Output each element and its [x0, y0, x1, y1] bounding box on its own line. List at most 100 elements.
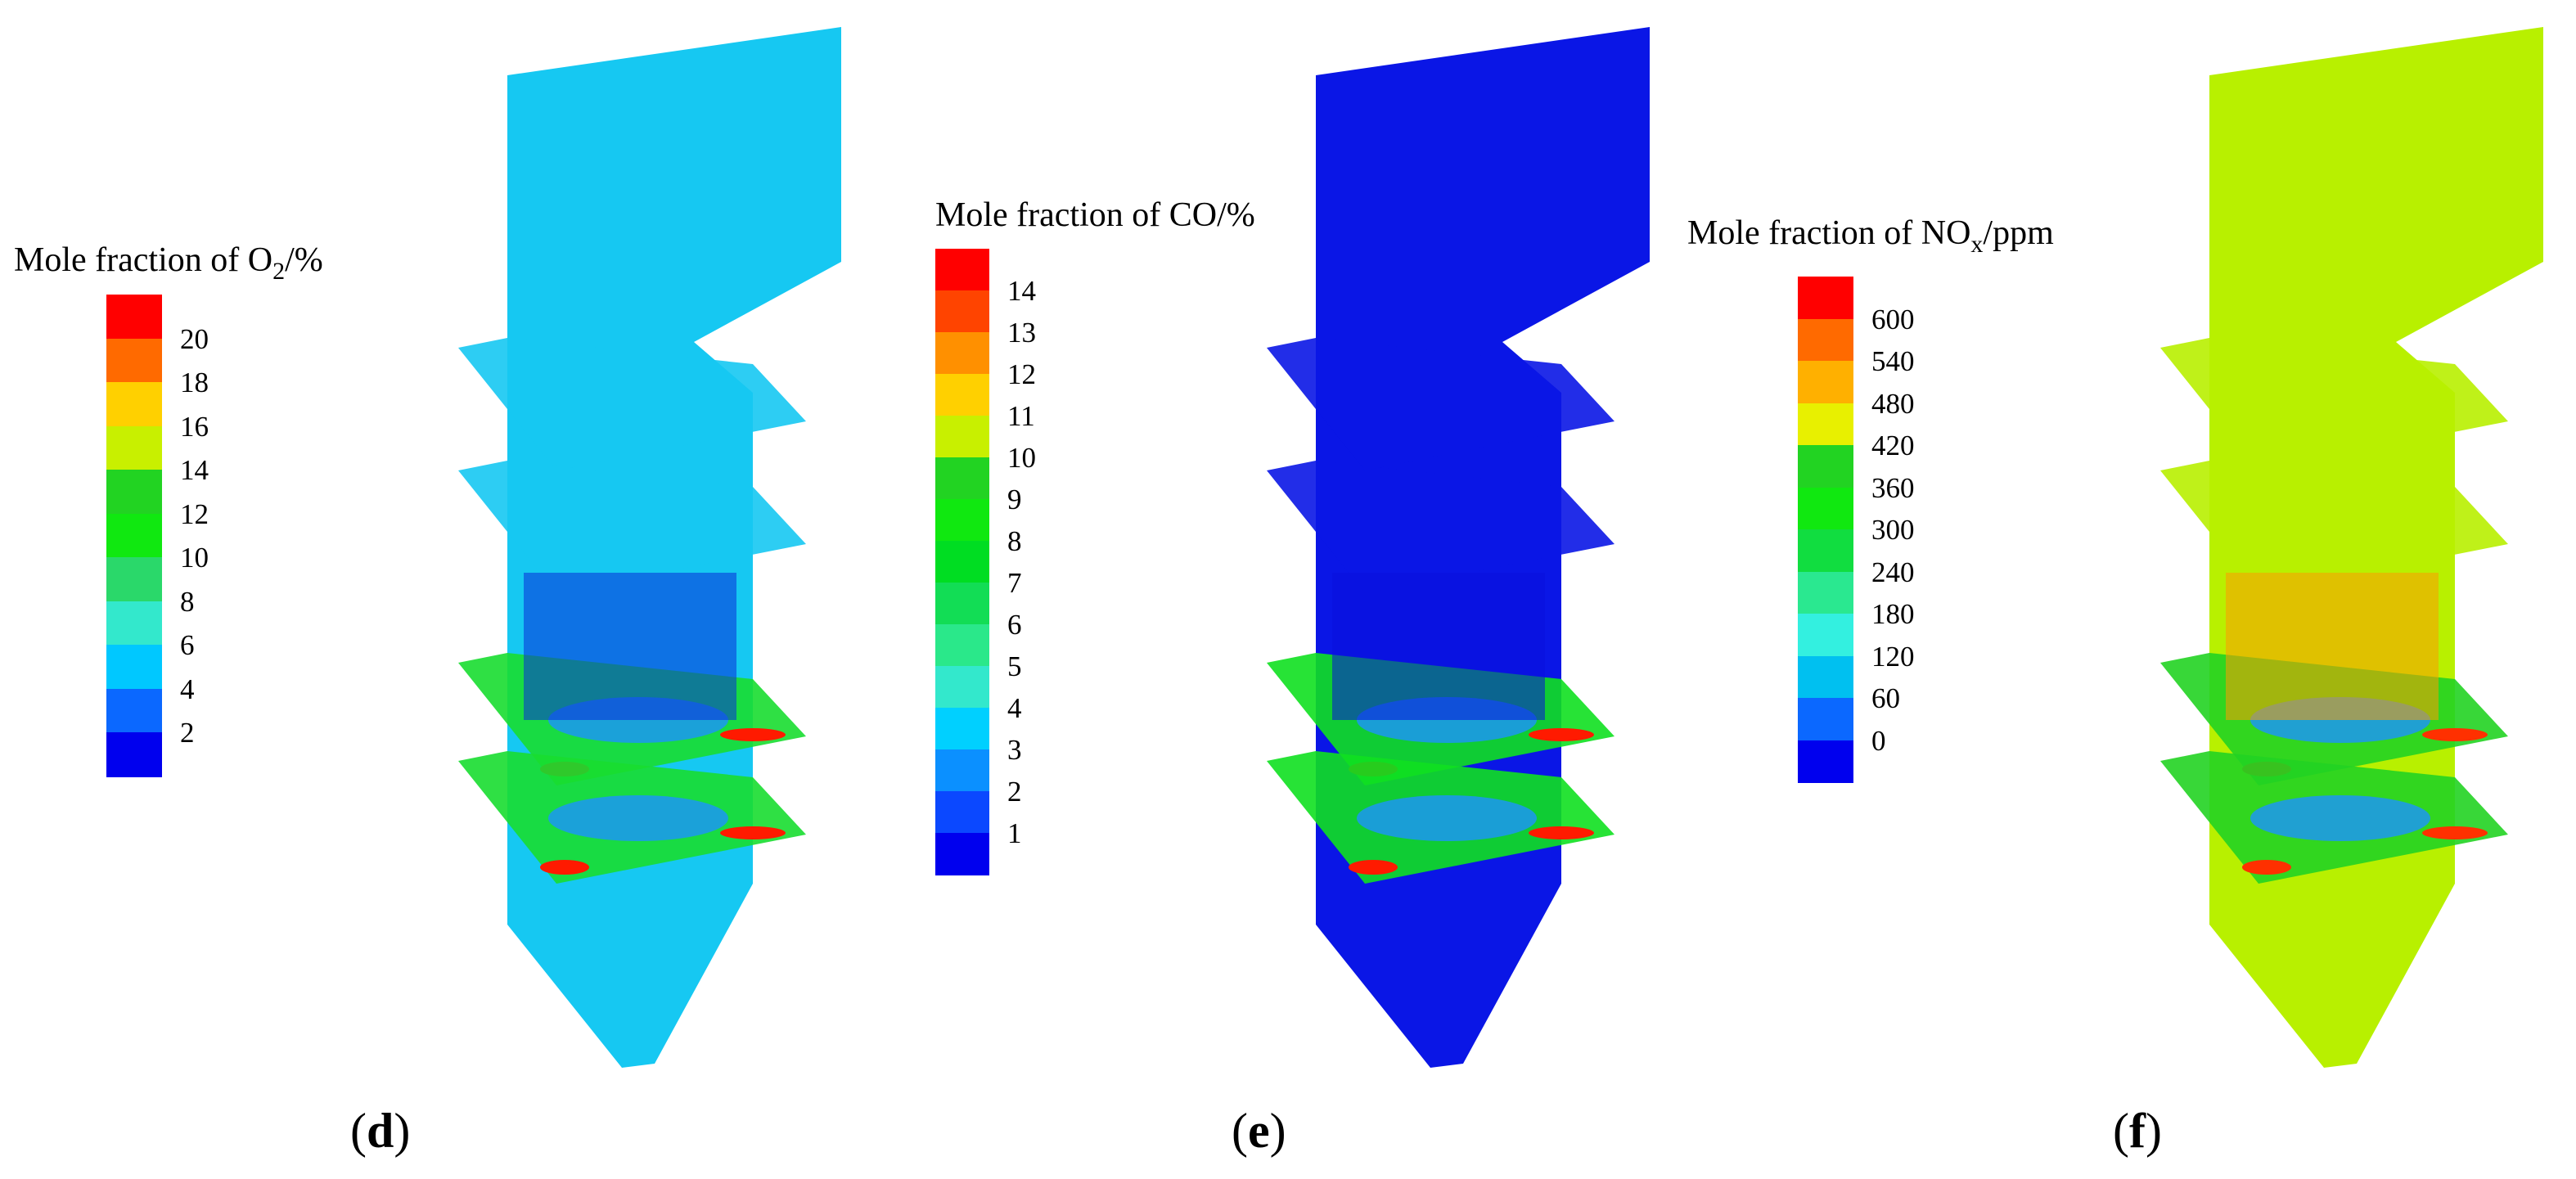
colorbar-tick-label: 6 — [1007, 609, 1022, 641]
hot-spot — [720, 728, 786, 741]
colorbar-swatch — [935, 708, 989, 750]
burner-layer-plane — [1267, 338, 1615, 470]
colorbar-swatch — [1798, 571, 1853, 614]
colorbar-tick-label: 180 — [1871, 598, 1915, 630]
burner-layer-plane — [458, 461, 806, 593]
colorbar-tick-label: 1 — [1007, 817, 1022, 849]
colorbar-tick-label: 5 — [1007, 650, 1022, 682]
legend-title-d: Mole fraction of O2/% — [14, 241, 323, 285]
hot-spot — [2422, 826, 2488, 839]
colorbar-tick-label: 480 — [1871, 387, 1915, 420]
colorbar-swatch — [106, 601, 162, 646]
colorbar-swatch — [1798, 740, 1853, 783]
colorbar-swatch — [935, 332, 989, 375]
colorbar-tick-label: 14 — [1007, 275, 1036, 307]
colorbar-tick-label: 300 — [1871, 514, 1915, 546]
colorbar-swatch — [106, 295, 162, 340]
hot-spot — [2242, 860, 2291, 875]
low-zone — [1357, 795, 1537, 841]
colorbar-tick-label: 360 — [1871, 471, 1915, 504]
boiler-group — [2160, 27, 2543, 1068]
burner-layer-plane — [1267, 461, 1615, 593]
colorbar-swatch — [106, 338, 162, 383]
colorbar-swatch — [1798, 361, 1853, 404]
hot-spot — [2422, 728, 2488, 741]
colorbar-swatch — [1798, 529, 1853, 573]
colorbar-swatch — [1798, 403, 1853, 446]
colorbar-swatch — [935, 416, 989, 458]
low-zone — [548, 795, 728, 841]
colorbar-swatch — [1798, 277, 1853, 320]
hot-spot — [1529, 826, 1594, 839]
colorbar-tick-label: 8 — [180, 585, 195, 618]
colorbar-tick-label: 2 — [1007, 776, 1022, 808]
colorbar-swatch — [1798, 655, 1853, 699]
colorbar-swatch — [935, 457, 989, 500]
colorbar-swatch — [1798, 445, 1853, 488]
hot-spot — [540, 860, 589, 875]
colorbar-tick-label: 10 — [1007, 442, 1036, 474]
colorbar-swatch — [106, 470, 162, 515]
colorbar-swatch — [935, 583, 989, 625]
panel-label-d: (d) — [350, 1104, 411, 1158]
colorbar-tick-label: 4 — [180, 673, 195, 705]
combustion-zone — [2226, 573, 2439, 720]
colorbar-tick-label: 18 — [180, 367, 209, 398]
colorbar-tick-label: 420 — [1871, 430, 1915, 461]
colorbar-swatch — [1798, 318, 1853, 362]
colorbar-swatch — [935, 290, 989, 333]
colorbar-swatch — [1798, 698, 1853, 741]
burner-layer-plane — [2160, 461, 2508, 593]
colorbar-swatch — [935, 749, 989, 792]
hot-spot — [1529, 728, 1594, 741]
combustion-zone — [524, 573, 736, 720]
hot-spot — [1349, 860, 1398, 875]
colorbar-tick-label: 3 — [1007, 734, 1022, 766]
colorbar-swatch — [935, 624, 989, 667]
hot-spot — [720, 826, 786, 839]
colorbar-tick-label: 600 — [1871, 303, 1915, 335]
colorbar-tick-label: 540 — [1871, 345, 1915, 377]
colorbar-tick-label: 12 — [180, 497, 209, 530]
colorbar-tick-label: 8 — [1007, 525, 1022, 557]
colorbar-swatch — [935, 374, 989, 416]
burner-layer-plane — [458, 338, 806, 470]
colorbar-swatch — [1798, 487, 1853, 530]
colorbar-tick-label: 10 — [180, 542, 209, 574]
colorbar-tick-label: 6 — [180, 629, 195, 661]
colorbar-swatch — [935, 499, 989, 542]
colorbar-swatch — [935, 541, 989, 583]
colorbar-swatch — [935, 791, 989, 834]
colorbar-tick-label: 11 — [1007, 400, 1035, 432]
colorbar-tick-label: 9 — [1007, 484, 1022, 515]
colorbar-tick-label: 60 — [1871, 682, 1900, 714]
colorbar-tick-label: 4 — [1007, 692, 1022, 724]
low-zone — [2250, 795, 2430, 841]
colorbar-swatch — [935, 666, 989, 709]
colorbar-swatch — [106, 645, 162, 690]
panel-label-f: (f) — [2113, 1104, 2162, 1158]
colorbar-swatch — [935, 249, 989, 291]
colorbar-tick-label: 12 — [1007, 358, 1036, 390]
legend-title-e: Mole fraction of CO/% — [935, 196, 1255, 234]
boiler-group — [1267, 27, 1650, 1068]
colorbar-swatch — [106, 513, 162, 558]
combustion-zone — [1332, 573, 1545, 720]
panel-label-e: (e) — [1232, 1104, 1286, 1158]
colorbar-tick-label: 7 — [1007, 567, 1022, 599]
colorbar-swatch — [935, 833, 989, 875]
colorbar-swatch — [106, 732, 162, 777]
colorbar-tick-label: 2 — [180, 717, 195, 749]
colorbar-swatch — [106, 382, 162, 427]
colorbar-swatch — [106, 688, 162, 733]
colorbar-tick-label: 120 — [1871, 640, 1915, 673]
legend-title-f: Mole fraction of NOx/ppm — [1687, 214, 2054, 258]
colorbar-swatch — [106, 425, 162, 470]
colorbar-tick-label: 0 — [1871, 724, 1886, 757]
colorbar-tick-label: 13 — [1007, 317, 1036, 349]
colorbar-tick-label: 240 — [1871, 556, 1915, 588]
colorbar-tick-label: 20 — [180, 322, 209, 355]
colorbar-tick-label: 14 — [180, 454, 209, 486]
